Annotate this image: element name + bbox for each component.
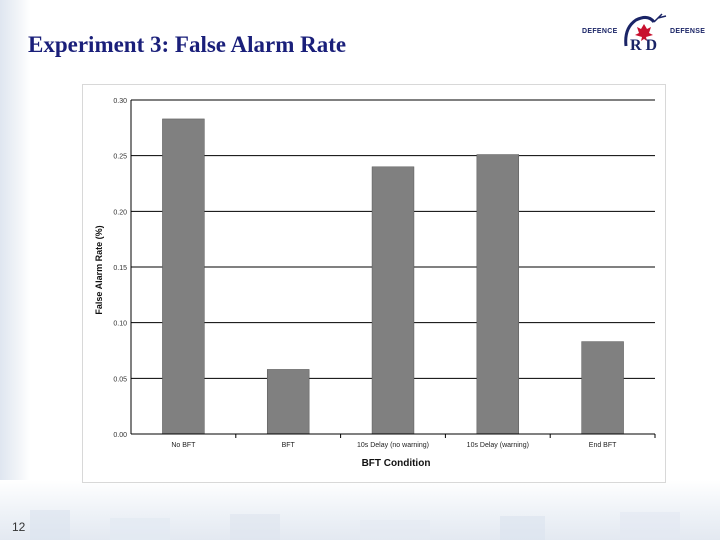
y-tick-label: 0.05 <box>113 376 127 383</box>
x-tick-label: End BFT <box>589 442 617 449</box>
x-axis-title: BFT Condition <box>362 458 431 469</box>
bar <box>162 118 205 435</box>
bar <box>476 154 520 435</box>
y-tick-label: 0.30 <box>113 98 127 105</box>
x-tick-label: BFT <box>282 442 296 449</box>
slide-title: Experiment 3: False Alarm Rate <box>28 32 347 57</box>
bar <box>266 369 310 435</box>
y-tick-label: 0.00 <box>113 432 127 439</box>
bar-chart: 0.00 0.05 0.10 0.15 0.20 0.25 0.30 No BFT BFT 10… <box>94 98 656 469</box>
logo-text-defense: DEFENSE <box>670 28 706 35</box>
axes <box>130 100 656 438</box>
x-tick-label: 10s Delay (no warning) <box>357 442 429 449</box>
x-tick-labels: No BFT BFT 10s Delay (no warning) 10s Delay… <box>171 442 617 449</box>
y-tick-label: 0.15 <box>113 265 127 272</box>
y-tick-labels: 0.00 0.05 0.10 0.15 0.20 0.25 0.30 <box>113 98 127 439</box>
maple-leaf-logo-icon: R D <box>624 13 667 54</box>
logo-monogram: R D <box>630 37 657 54</box>
y-axis-title: False Alarm Rate (%) <box>94 225 104 314</box>
page-number: 12 <box>12 520 26 534</box>
y-tick-label: 0.25 <box>113 154 127 161</box>
x-tick-label: 10s Delay (warning) <box>467 442 529 449</box>
chart-panel: 0.00 0.05 0.10 0.15 0.20 0.25 0.30 No BFT BFT 10… <box>82 84 666 483</box>
bars <box>162 118 624 435</box>
logo-text-defence: DEFENCE <box>582 28 618 35</box>
decorative-shapes <box>30 510 680 540</box>
side-band <box>0 0 30 540</box>
x-tick-label: No BFT <box>171 442 196 449</box>
y-tick-label: 0.10 <box>113 321 127 328</box>
bar <box>581 341 624 435</box>
drdc-logo: DEFENCE R D DEFENSE <box>582 10 712 54</box>
bar <box>371 166 415 435</box>
y-tick-label: 0.20 <box>113 209 127 216</box>
